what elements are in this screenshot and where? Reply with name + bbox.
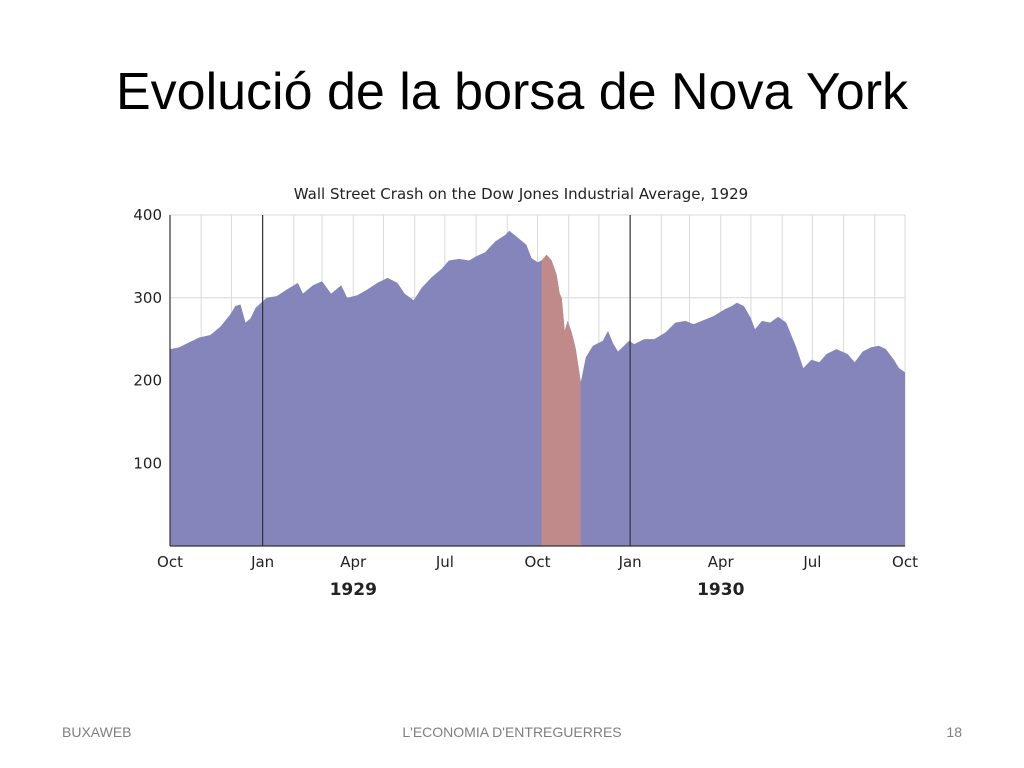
footer-topic: L'ECONOMIA D'ENTREGUERRES — [402, 724, 622, 740]
slide-number: 18 — [946, 724, 962, 740]
slide-title: Evolució de la borsa de Nova York — [115, 63, 909, 121]
y-tick-label: 300 — [133, 289, 162, 307]
x-tick-label: Jan — [250, 553, 274, 571]
y-tick-label: 200 — [133, 372, 162, 390]
y-tick-label: 400 — [133, 206, 162, 224]
crash-period-area — [541, 254, 581, 546]
x-tick-label: Apr — [340, 553, 367, 571]
year-label: 1929 — [330, 580, 377, 600]
x-tick-label: Oct — [525, 553, 551, 571]
x-tick-label: Oct — [157, 553, 183, 571]
x-tick-label: Jul — [435, 553, 454, 571]
year-label: 1930 — [697, 580, 744, 600]
plot-area — [170, 230, 905, 546]
y-tick-label: 100 — [133, 454, 162, 472]
chart-title: Wall Street Crash on the Dow Jones Indus… — [294, 185, 748, 203]
x-tick-label: Oct — [892, 553, 918, 571]
footer-author: BUXAWEB — [62, 724, 132, 740]
x-tick-label: Jul — [802, 553, 821, 571]
x-tick-label: Apr — [708, 553, 735, 571]
dow-jones-area — [170, 230, 905, 546]
x-tick-label: Jan — [618, 553, 642, 571]
axes: 100 200 300 400 Oct Jan Apr Jul Oct Jan Apr Jul Oct 1… — [133, 206, 918, 600]
